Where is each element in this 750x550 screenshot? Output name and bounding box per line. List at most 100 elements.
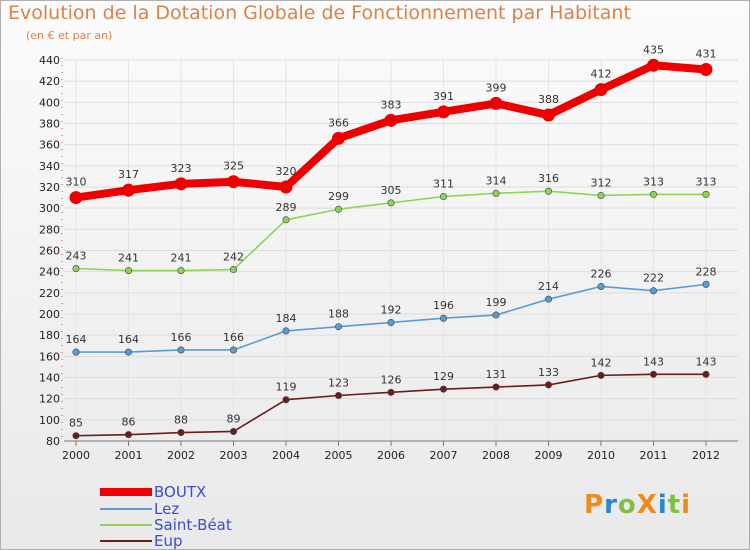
chart-title: Evolution de la Dotation Globale de Fonc…	[8, 2, 631, 24]
data-point-eup	[597, 371, 605, 379]
data-label-boutx: 325	[223, 160, 244, 173]
data-label-saint-b-at: 311	[433, 178, 454, 191]
data-point-lez	[334, 323, 342, 331]
data-label-eup: 126	[381, 373, 402, 386]
data-point-saint-b-at	[387, 199, 395, 207]
data-label-saint-b-at: 313	[696, 175, 717, 188]
x-tick-label: 2012	[692, 449, 720, 462]
data-label-boutx: 388	[538, 93, 559, 106]
x-tick-label: 2007	[430, 449, 458, 462]
data-label-saint-b-at: 242	[223, 251, 244, 264]
legend-swatch-saint-beat	[100, 524, 152, 526]
data-point-boutx	[542, 108, 555, 122]
legend-item-eup: Eup	[100, 533, 183, 549]
data-point-saint-b-at	[230, 266, 238, 274]
data-label-saint-b-at: 312	[591, 176, 612, 189]
x-tick-label: 2011	[640, 449, 668, 462]
x-tick-label: 2000	[62, 449, 90, 462]
data-point-eup	[125, 431, 133, 439]
legend-label-lez: Lez	[154, 500, 180, 518]
x-tick-label: 2008	[482, 449, 510, 462]
x-tick-label: 2010	[587, 449, 615, 462]
data-point-saint-b-at	[439, 193, 447, 201]
data-point-lez	[177, 346, 185, 354]
y-tick-label: 260	[39, 245, 60, 258]
data-label-boutx: 431	[696, 48, 717, 61]
data-label-eup: 129	[433, 370, 454, 383]
data-label-eup: 88	[174, 414, 188, 427]
x-tick-label: 2005	[325, 449, 353, 462]
data-point-boutx	[594, 83, 608, 97]
x-tick-label: 2009	[535, 449, 563, 462]
data-label-lez: 214	[538, 280, 559, 293]
data-point-lez	[649, 287, 657, 295]
data-label-lez: 188	[328, 308, 349, 321]
data-label-boutx: 383	[381, 98, 402, 111]
data-label-boutx: 317	[118, 168, 139, 181]
data-label-eup: 89	[227, 412, 241, 425]
logo-letter: P	[584, 490, 605, 520]
data-label-lez: 166	[171, 331, 192, 344]
data-point-boutx	[332, 131, 345, 145]
x-tick-label: 2006	[377, 449, 405, 462]
y-tick-label: 360	[39, 139, 60, 152]
data-point-lez	[387, 318, 395, 326]
data-label-lez: 228	[696, 265, 717, 278]
data-label-eup: 133	[538, 366, 559, 379]
y-tick-label: 340	[39, 160, 60, 173]
data-point-boutx	[647, 58, 660, 72]
y-tick-label: 80	[46, 435, 60, 448]
data-label-eup: 123	[328, 376, 349, 389]
data-point-lez	[230, 346, 238, 354]
data-point-boutx	[279, 180, 293, 194]
y-tick-label: 200	[39, 308, 60, 321]
data-point-boutx	[437, 105, 450, 119]
data-point-lez	[544, 295, 552, 303]
data-label-lez: 226	[591, 267, 612, 280]
data-point-eup	[230, 427, 238, 435]
data-label-lez: 199	[486, 296, 507, 309]
y-tick-label: 420	[39, 75, 60, 88]
x-tick-label: 2002	[167, 449, 195, 462]
data-label-saint-b-at: 243	[66, 249, 87, 262]
data-label-saint-b-at: 313	[643, 175, 664, 188]
data-point-boutx	[122, 183, 135, 197]
data-label-eup: 86	[122, 416, 136, 429]
logo-letter: t	[667, 490, 682, 520]
legend-item-boutx: BOUTX	[100, 484, 206, 500]
data-point-boutx	[227, 175, 240, 189]
data-label-lez: 222	[643, 272, 664, 285]
data-point-saint-b-at	[544, 187, 552, 195]
y-tick-label: 220	[39, 287, 60, 300]
data-label-lez: 192	[381, 303, 402, 316]
data-label-eup: 143	[696, 355, 717, 368]
data-point-saint-b-at	[334, 205, 342, 213]
data-point-eup	[702, 370, 710, 378]
legend-swatch-boutx	[100, 488, 152, 496]
legend-label-saint-beat: Saint-Béat	[154, 516, 232, 534]
y-tick-label: 120	[39, 393, 60, 406]
data-point-lez	[125, 348, 133, 356]
logo-letter: X	[636, 490, 658, 520]
legend-item-saint-beat: Saint-Béat	[100, 517, 232, 533]
data-label-boutx: 412	[591, 68, 612, 81]
data-label-saint-b-at: 299	[328, 190, 349, 203]
data-label-lez: 184	[276, 312, 297, 325]
data-point-eup	[492, 383, 500, 391]
data-point-lez	[282, 327, 290, 335]
y-tick-label: 300	[39, 202, 60, 215]
data-point-boutx	[699, 63, 713, 77]
logo-letter: i	[681, 490, 692, 520]
data-point-saint-b-at	[702, 190, 710, 198]
data-label-lez: 196	[433, 299, 454, 312]
logo-letter: i	[657, 490, 668, 520]
data-point-lez	[439, 314, 447, 322]
y-tick-label: 280	[39, 223, 60, 236]
data-label-saint-b-at: 316	[538, 172, 559, 185]
y-tick-label: 240	[39, 266, 60, 279]
y-tick-label: 100	[39, 414, 60, 427]
data-label-saint-b-at: 241	[171, 252, 192, 265]
data-label-lez: 166	[223, 331, 244, 344]
data-point-saint-b-at	[492, 189, 500, 197]
